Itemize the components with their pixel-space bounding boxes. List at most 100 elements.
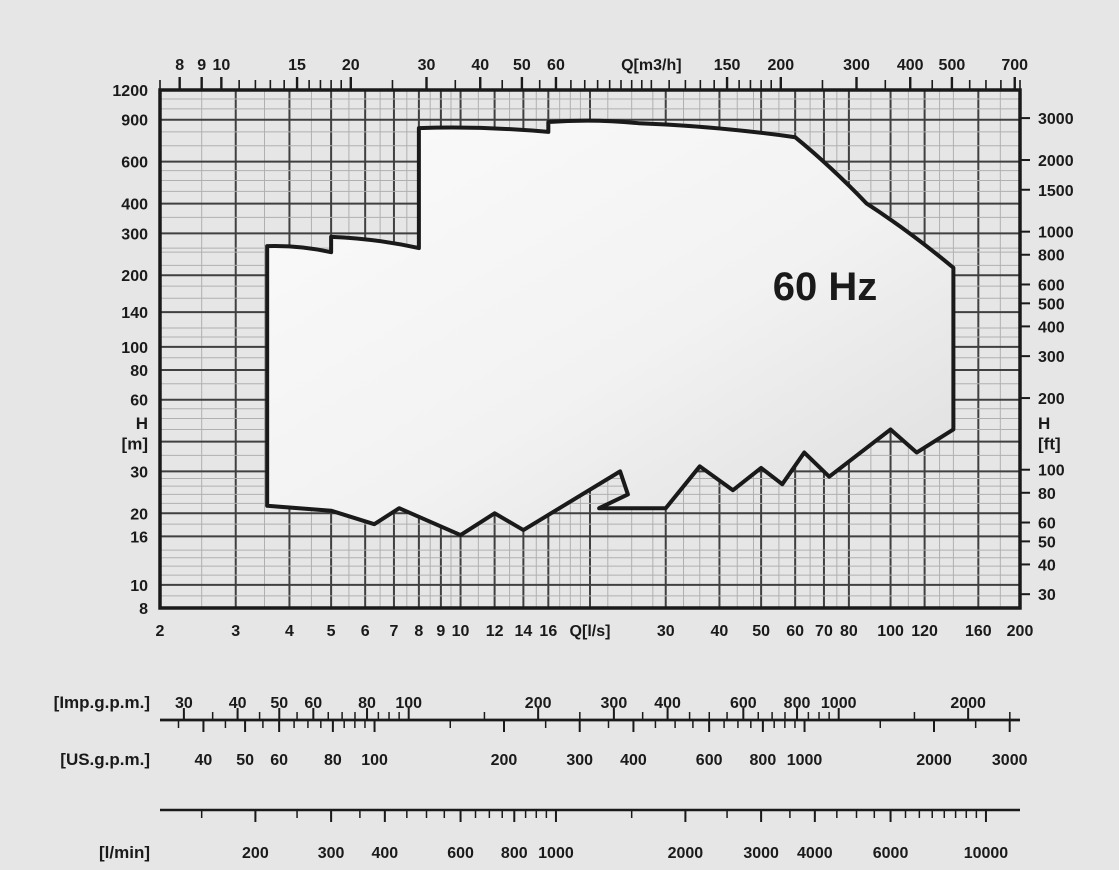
axis-label-bottom-16: 16 — [539, 623, 557, 640]
axis-label-bottom-40: 40 — [711, 623, 729, 640]
scale-label-imp-gpm-30: 30 — [175, 695, 193, 712]
scale-label-us-gpm-50: 50 — [236, 752, 254, 769]
axis-label-left-30: 30 — [130, 464, 148, 481]
axis-label-right-200: 200 — [1038, 391, 1065, 408]
axis-label-left-60: 60 — [130, 393, 148, 410]
axis-label-right-300: 300 — [1038, 349, 1065, 366]
scale-label-imp-gpm-800: 800 — [784, 695, 811, 712]
scale-label-imp-gpm-60: 60 — [304, 695, 322, 712]
axis-label-left-400: 400 — [121, 197, 148, 214]
axis-label-right-600: 600 — [1038, 277, 1065, 294]
axis-label-top-40: 40 — [471, 57, 489, 74]
scale-label-us-gpm-80: 80 — [324, 752, 342, 769]
axis-label-bottom-5: 5 — [327, 623, 336, 640]
scale-label-us-gpm-40: 40 — [195, 752, 213, 769]
axis-label-right-2000: 2000 — [1038, 153, 1074, 170]
axis-label-bottom-200: 200 — [1007, 623, 1034, 640]
axis-label-top-200: 200 — [767, 57, 794, 74]
axis-label-top-8: 8 — [175, 57, 184, 74]
axis-label-top-400: 400 — [897, 57, 924, 74]
scale-label-l-min-4000: 4000 — [797, 845, 833, 862]
axis-label-left-16: 16 — [130, 529, 148, 546]
axis-title-left-unit: [m] — [122, 435, 148, 454]
axis-label-bottom-50: 50 — [752, 623, 770, 640]
axis-label-left-1200: 1200 — [112, 83, 148, 100]
axis-label-top-20: 20 — [342, 57, 360, 74]
axis-label-left-80: 80 — [130, 363, 148, 380]
axis-label-top-700: 700 — [1001, 57, 1028, 74]
annotation-frequency: 60 Hz — [773, 265, 878, 309]
axis-label-bottom-30: 30 — [657, 623, 675, 640]
axis-label-bottom-6: 6 — [361, 623, 370, 640]
scale-label-l-min-800: 800 — [501, 845, 528, 862]
scale-label-us-gpm-600: 600 — [696, 752, 723, 769]
axis-label-left-900: 900 — [121, 113, 148, 130]
axis-label-bottom-9: 9 — [436, 623, 445, 640]
scale-label-us-gpm-60: 60 — [270, 752, 288, 769]
axis-label-bottom-80: 80 — [840, 623, 858, 640]
scale-label-us-gpm-300: 300 — [566, 752, 593, 769]
scale-label-l-min-400: 400 — [371, 845, 398, 862]
axis-label-bottom-100: 100 — [877, 623, 904, 640]
scale-label-us-gpm-400: 400 — [620, 752, 647, 769]
axis-label-left-10: 10 — [130, 578, 148, 595]
axis-label-top-500: 500 — [939, 57, 966, 74]
axis-label-right-3000: 3000 — [1038, 111, 1074, 128]
scale-label-imp-gpm-2000: 2000 — [950, 695, 986, 712]
axis-label-bottom-4: 4 — [285, 623, 294, 640]
axis-label-left-100: 100 — [121, 340, 148, 357]
scale-label-us-gpm-1000: 1000 — [787, 752, 823, 769]
axis-label-bottom-7: 7 — [389, 623, 398, 640]
axis-label-top-9: 9 — [197, 57, 206, 74]
axis-label-bottom-10: 10 — [452, 623, 470, 640]
scale-label-imp-gpm-1000: 1000 — [821, 695, 857, 712]
scale-label-l-min-2000: 2000 — [668, 845, 704, 862]
axis-label-top-30: 30 — [418, 57, 436, 74]
axis-title-left-H: H — [136, 414, 148, 433]
scale-label-imp-gpm-40: 40 — [229, 695, 247, 712]
axis-label-right-30: 30 — [1038, 587, 1056, 604]
scale-label-imp-gpm-400: 400 — [654, 695, 681, 712]
scale-label-imp-gpm-50: 50 — [270, 695, 288, 712]
axis-title-top: Q[m3/h] — [621, 57, 681, 74]
axis-label-bottom-8: 8 — [414, 623, 423, 640]
scale-label-l-min-6000: 6000 — [873, 845, 909, 862]
scale-title-l-min: [l/min] — [99, 843, 150, 862]
axis-label-bottom-3: 3 — [231, 623, 240, 640]
axis-label-left-600: 600 — [121, 155, 148, 172]
scale-label-l-min-1000: 1000 — [538, 845, 574, 862]
scale-label-imp-gpm-80: 80 — [358, 695, 376, 712]
axis-label-left-300: 300 — [121, 226, 148, 243]
scale-label-l-min-10000: 10000 — [964, 845, 1009, 862]
axis-label-top-150: 150 — [714, 57, 741, 74]
scale-label-us-gpm-100: 100 — [361, 752, 388, 769]
axis-label-right-60: 60 — [1038, 516, 1056, 533]
scale-label-l-min-600: 600 — [447, 845, 474, 862]
axis-label-bottom-160: 160 — [965, 623, 992, 640]
axis-title-right-unit: [ft] — [1038, 435, 1061, 454]
scale-label-l-min-3000: 3000 — [743, 845, 779, 862]
scale-label-l-min-300: 300 — [318, 845, 345, 862]
axis-label-bottom-2: 2 — [156, 623, 165, 640]
axis-label-right-1000: 1000 — [1038, 225, 1074, 242]
axis-label-right-800: 800 — [1038, 248, 1065, 265]
axis-label-bottom-12: 12 — [486, 623, 504, 640]
axis-label-left-200: 200 — [121, 268, 148, 285]
scale-label-imp-gpm-300: 300 — [601, 695, 628, 712]
axis-label-right-400: 400 — [1038, 319, 1065, 336]
axis-label-top-300: 300 — [843, 57, 870, 74]
axis-label-right-100: 100 — [1038, 463, 1065, 480]
scale-title-imp-gpm: [Imp.g.p.m.] — [54, 693, 150, 712]
axis-label-top-15: 15 — [288, 57, 306, 74]
scale-label-us-gpm-800: 800 — [750, 752, 777, 769]
axis-label-right-40: 40 — [1038, 557, 1056, 574]
axis-label-bottom-70: 70 — [815, 623, 833, 640]
axis-label-bottom-14: 14 — [514, 623, 532, 640]
axis-title-right-H: H — [1038, 414, 1050, 433]
axis-title-bottom: Q[l/s] — [570, 623, 611, 640]
axis-label-top-10: 10 — [212, 57, 230, 74]
axis-label-right-1500: 1500 — [1038, 183, 1074, 200]
axis-label-top-60: 60 — [547, 57, 565, 74]
